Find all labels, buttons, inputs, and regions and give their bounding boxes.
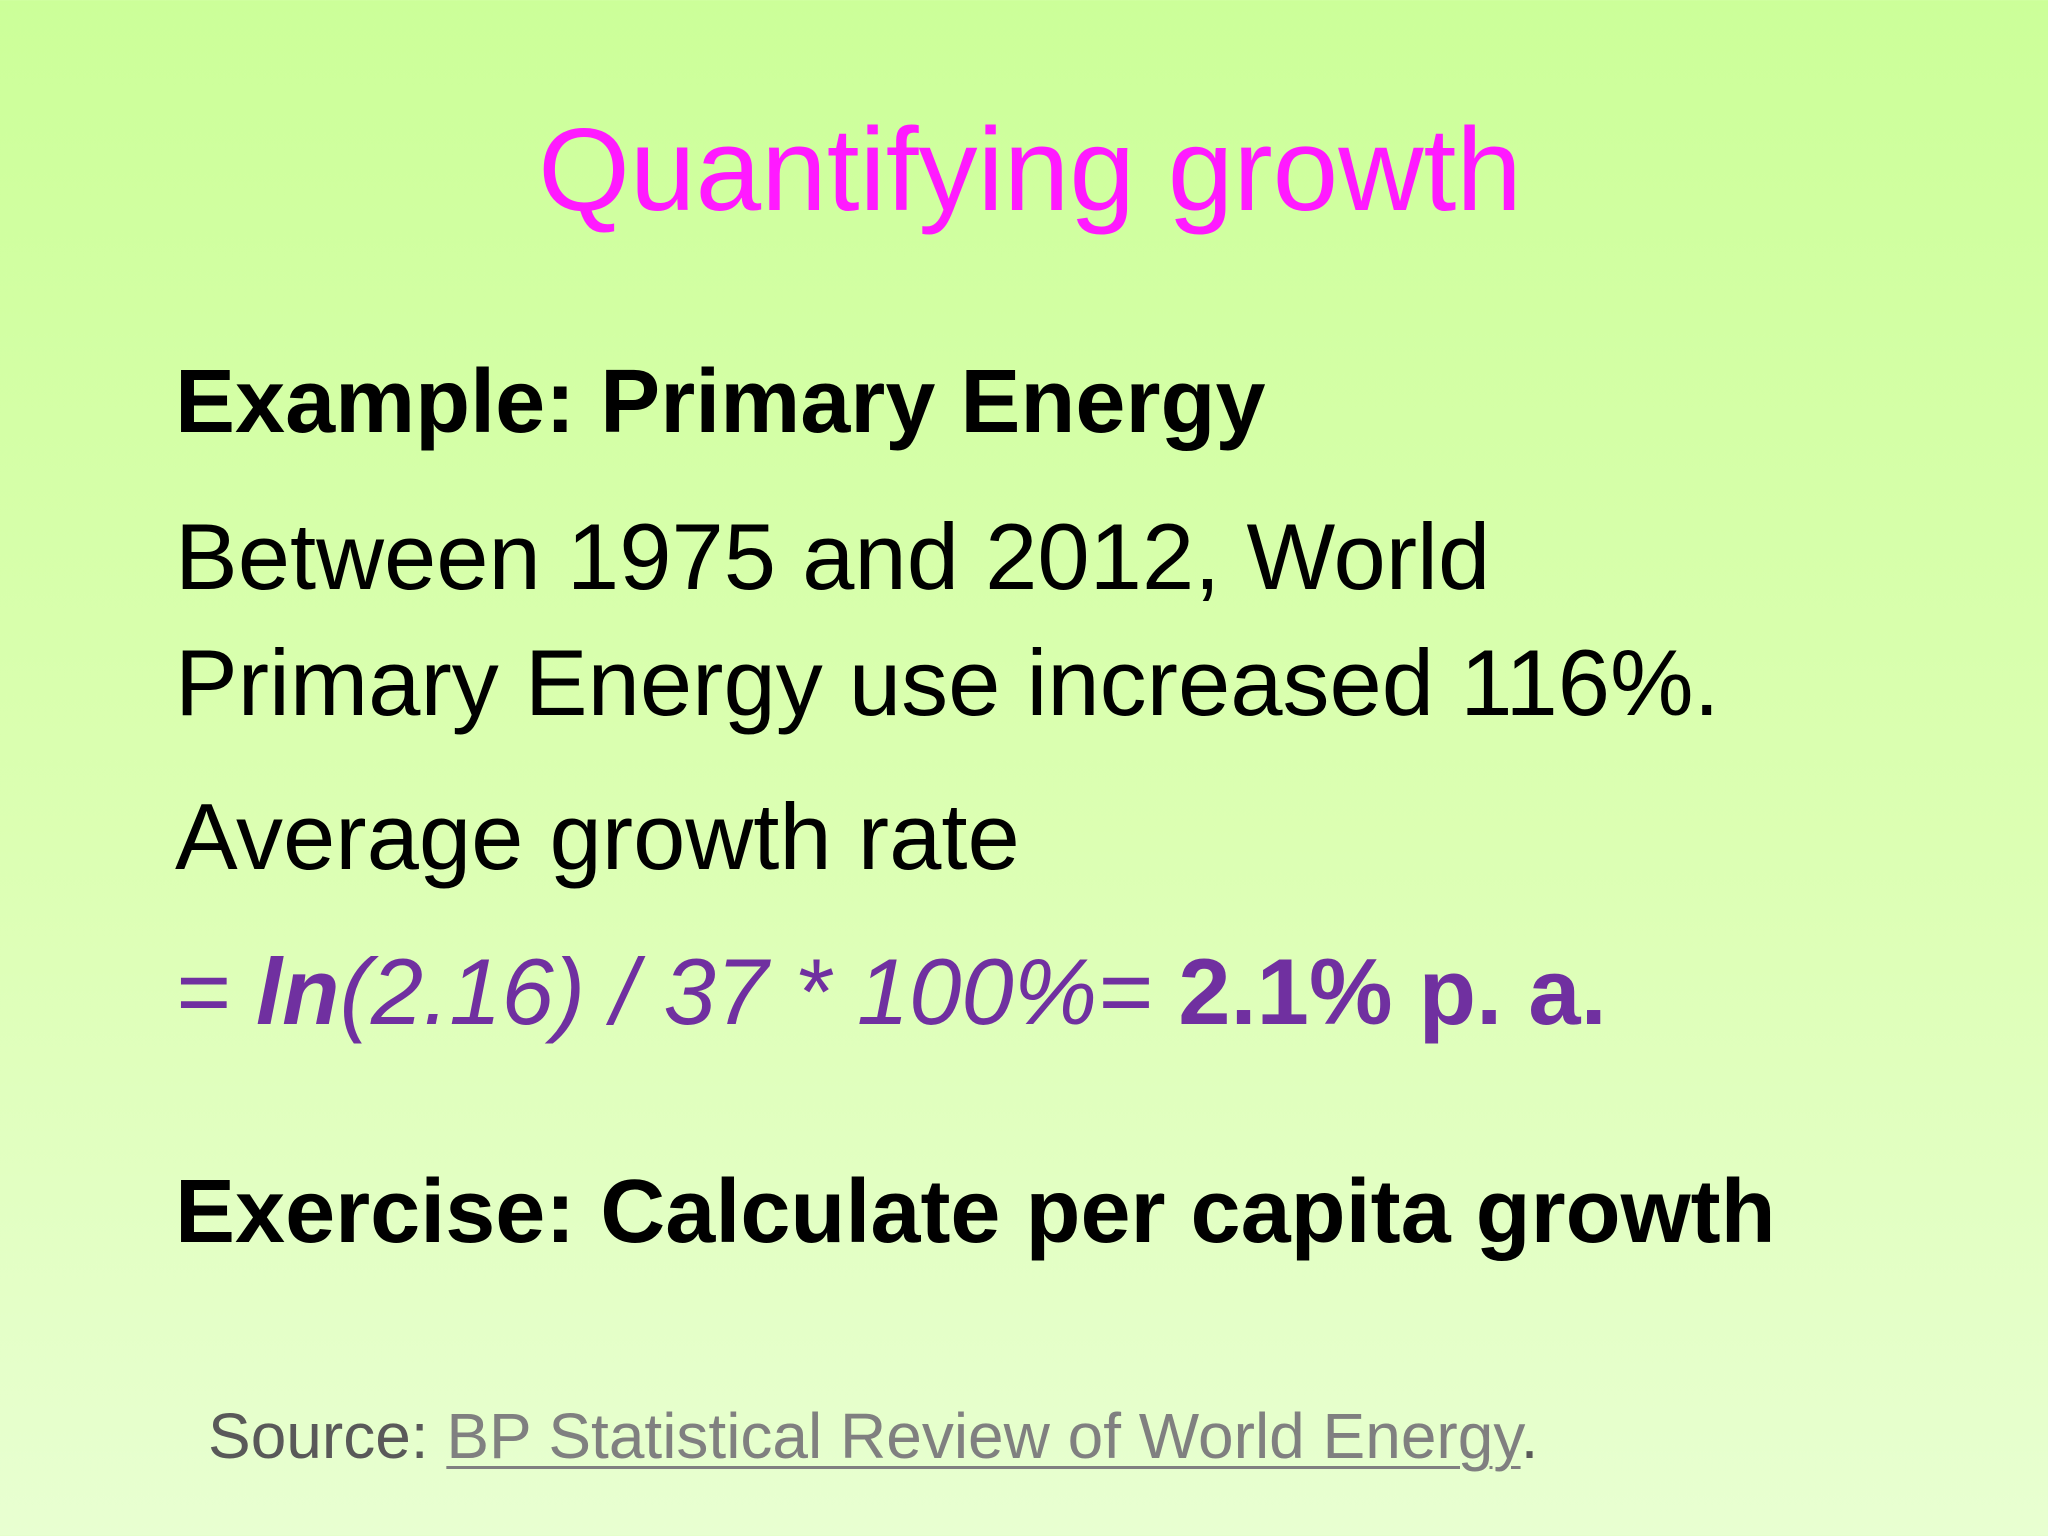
formula-function: ln [256,939,340,1044]
source-citation: Source: BP Statistical Review of World E… [208,1396,1538,1476]
formula-equals: = [1097,939,1179,1044]
formula-expression: (2.16) / 37 * 100% [339,939,1098,1044]
source-label: Source: [208,1400,447,1472]
source-suffix: . [1520,1400,1539,1472]
example-heading: Example: Primary Energy [175,352,1266,452]
formula-result: 2.1% p. a. [1178,939,1607,1044]
exercise-heading: Exercise: Calculate per capita growth [175,1162,1776,1262]
statement-line-1: Between 1975 and 2012, World [175,504,1491,609]
source-link[interactable]: BP Statistical Review of World Energy [446,1400,1521,1472]
slide-title: Quantifying growth [538,104,1522,236]
growth-rate-label: Average growth rate [175,784,1020,889]
formula-prefix: = [175,939,257,1044]
growth-formula: = ln(2.16) / 37 * 100%= 2.1% p. a. [175,942,1607,1042]
statement-line-2: Primary Energy use increased 116%. [175,630,1720,735]
